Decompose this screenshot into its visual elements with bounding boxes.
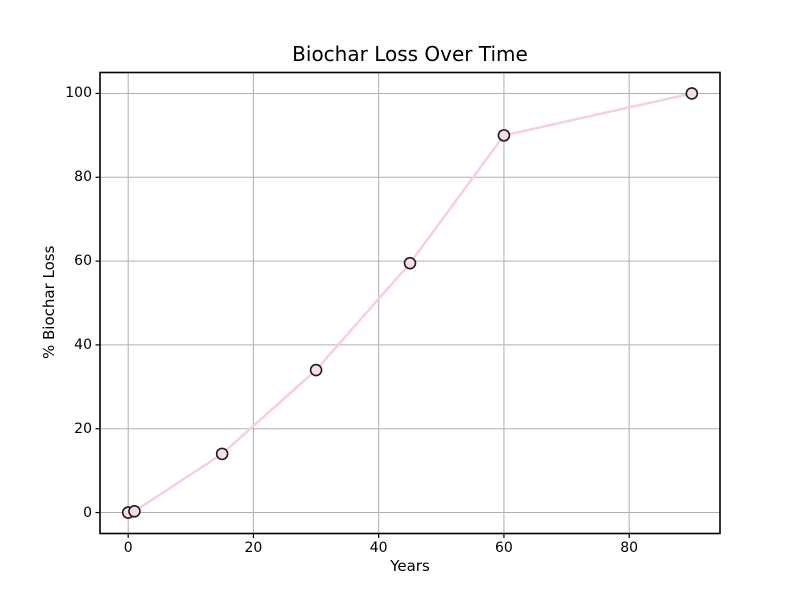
- y-tick-label: 60: [74, 253, 92, 270]
- y-tick-label: 0: [83, 504, 92, 521]
- data-point: [309, 363, 323, 377]
- y-tick-label: 40: [74, 336, 92, 353]
- x-tick-label: 80: [620, 540, 639, 556]
- axes-spines: [99, 71, 721, 535]
- data-point: [403, 256, 417, 270]
- data-point: [215, 447, 229, 461]
- data-point: [128, 504, 141, 518]
- x-tick-label: 40: [369, 540, 388, 556]
- chart-title: Biochar Loss Over Time: [292, 42, 528, 66]
- x-tick-label: 0: [123, 540, 133, 556]
- y-tick-label: 20: [74, 420, 92, 437]
- data-point: [497, 129, 511, 142]
- x-tick-label: 60: [495, 540, 513, 556]
- data-line: [126, 92, 694, 514]
- x-tick-label: 20: [244, 540, 263, 556]
- x-axis-label: Years: [390, 557, 430, 575]
- y-tick-label: 80: [74, 169, 92, 186]
- y-tick-label: 100: [65, 85, 92, 102]
- data-point: [685, 87, 699, 100]
